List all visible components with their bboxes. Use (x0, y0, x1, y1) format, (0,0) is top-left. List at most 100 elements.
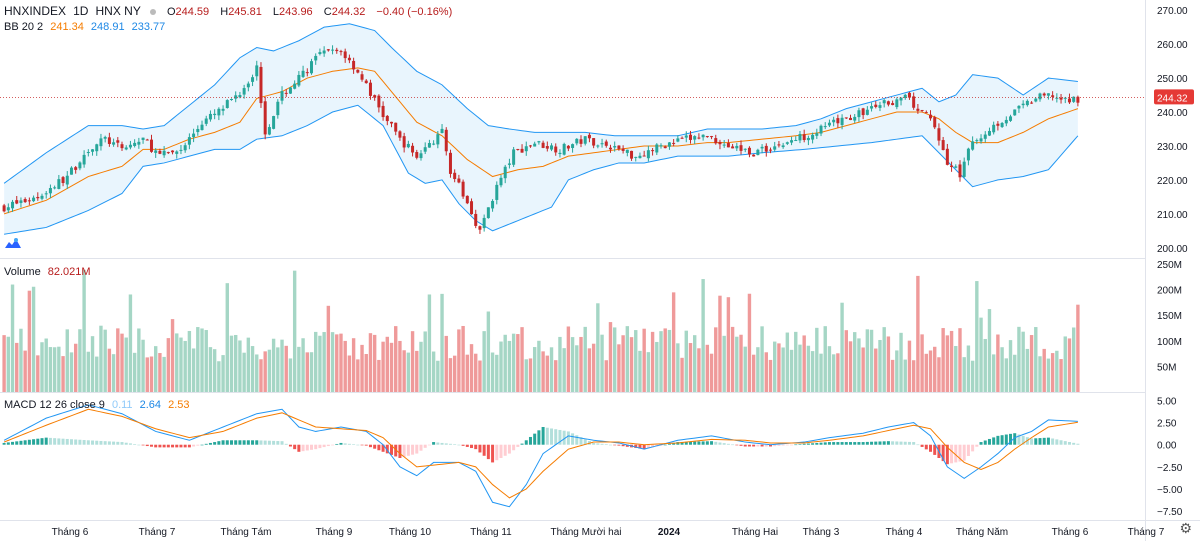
candle (343, 51, 347, 59)
macd-histogram-bar (756, 444, 760, 447)
candle (891, 103, 895, 106)
volume-bar (520, 327, 524, 392)
volume-bar (95, 356, 99, 392)
macd-histogram-bar (322, 444, 326, 448)
candle (116, 140, 120, 143)
macd-histogram-bar (933, 444, 937, 455)
macd-histogram-bar (128, 443, 132, 445)
candle (427, 143, 431, 148)
candle (520, 148, 524, 153)
volume-bar (23, 350, 27, 392)
candle (507, 163, 511, 165)
volume-bar (276, 347, 280, 392)
volume-bar (259, 359, 263, 392)
macd-histogram-bar (705, 441, 709, 445)
candle (583, 136, 587, 144)
candle (1030, 102, 1034, 104)
axis-tick-label: 260.00 (1157, 40, 1188, 51)
candle (933, 117, 937, 128)
volume-bar (869, 329, 874, 392)
volume-bar (27, 290, 32, 392)
volume-bar (297, 346, 301, 392)
macd-histogram-bar (861, 442, 865, 445)
candle (579, 139, 583, 144)
macd-histogram-bar (760, 444, 764, 447)
volume-bar (204, 330, 208, 392)
macd-histogram-bar (335, 443, 339, 445)
macd-histogram-bar (920, 444, 924, 447)
volume-bar (1038, 356, 1042, 392)
volume-bar (933, 346, 937, 392)
macd-histogram-bar (234, 440, 238, 445)
candle (145, 139, 149, 141)
volume-bar (920, 334, 924, 392)
candle (950, 165, 954, 168)
macd-histogram-bar (179, 444, 183, 448)
candle (204, 118, 208, 124)
volume-bar (996, 334, 1000, 392)
macd-histogram-bar (992, 437, 996, 445)
candle (499, 177, 503, 186)
candle (82, 154, 86, 165)
candle (297, 74, 301, 86)
volume-bar (848, 341, 853, 392)
macd-histogram-bar (394, 444, 398, 457)
macd-histogram-bar (550, 428, 554, 445)
last-price-label: 244.32 (1157, 93, 1188, 104)
volume-bar (1042, 348, 1046, 392)
macd-histogram-bar (684, 441, 688, 445)
volume-label: Volume (4, 266, 41, 278)
macd-histogram-bar (541, 427, 545, 445)
macd-histogram-bar (221, 440, 225, 445)
volume-bar (52, 347, 57, 392)
macd-histogram-bar (1072, 442, 1076, 445)
volume-bar (591, 343, 596, 392)
candle (40, 195, 44, 199)
candle (1034, 98, 1038, 102)
axis-tick-label: 200M (1157, 286, 1182, 297)
macd-histogram-bar (798, 444, 802, 445)
volume-bar (907, 340, 912, 392)
macd-histogram-bar (836, 442, 840, 445)
volume-bar (1025, 348, 1030, 392)
macd-histogram-bar (200, 444, 204, 446)
macd-histogram-bar (137, 444, 141, 446)
volume-bar (191, 348, 196, 392)
axis-tick-label: −7.50 (1157, 507, 1183, 518)
axis-tick-label: 220.00 (1157, 176, 1188, 187)
macd-histogram-bar (453, 444, 457, 445)
candle (318, 52, 322, 55)
axis-tick-label: 2.50 (1157, 419, 1177, 430)
tradingview-logo-icon[interactable] (4, 236, 22, 250)
candle (979, 138, 983, 142)
candle (554, 146, 558, 153)
candle (377, 95, 381, 108)
macd-histogram-bar (398, 444, 402, 458)
volume-bar (655, 341, 659, 392)
candle (545, 146, 549, 149)
axis-tick-label: 240.00 (1157, 108, 1188, 119)
candle (882, 100, 886, 104)
macd-histogram-bar (625, 444, 629, 447)
x-axis-label: Tháng Hai (732, 527, 778, 538)
volume-bar (372, 334, 377, 392)
macd-histogram-bar (680, 441, 684, 445)
volume-bar (250, 346, 255, 392)
axis-tick-label: 250.00 (1157, 74, 1188, 85)
volume-bar (457, 329, 461, 392)
x-axis-label: Tháng 11 (470, 527, 512, 538)
candle (975, 140, 979, 142)
bb-basis-value: 241.34 (50, 21, 84, 33)
volume-bar (676, 343, 680, 392)
volume-bar (267, 349, 272, 392)
candle (600, 143, 604, 145)
macd-histogram-bar (432, 442, 436, 445)
macd-histogram-bar (604, 444, 608, 445)
macd-histogram-bar (6, 442, 10, 445)
axis-tick-label: 50M (1157, 362, 1176, 373)
volume-bar (671, 292, 676, 392)
candle (187, 137, 191, 145)
macd-histogram-bar (331, 444, 335, 446)
gear-icon[interactable]: ⚙ (1179, 520, 1192, 536)
